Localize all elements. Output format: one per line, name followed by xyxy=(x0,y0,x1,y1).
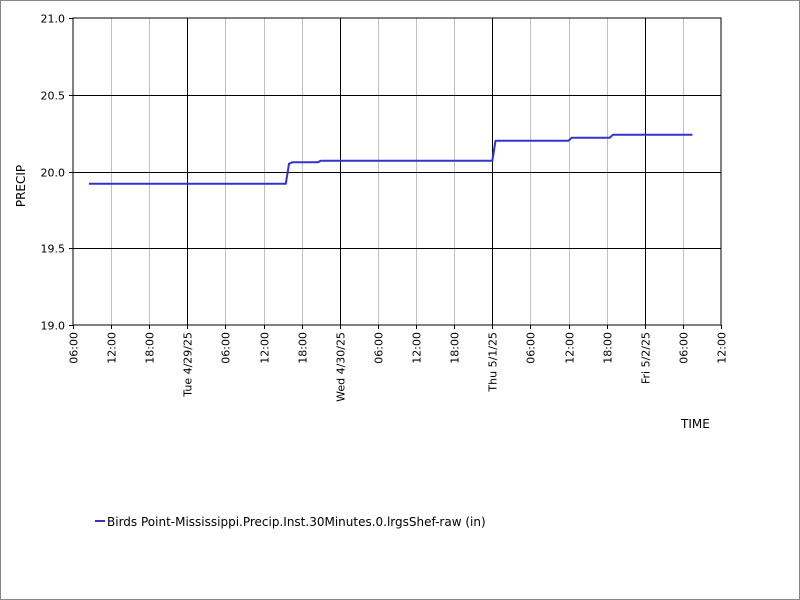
x-tick-label: 12:00 xyxy=(716,332,729,364)
x-tick-label: 12:00 xyxy=(106,332,119,364)
legend-label: Birds Point-Mississippi.Precip.Inst.30Mi… xyxy=(107,515,486,529)
series-layer xyxy=(88,133,693,185)
x-tick-label: 18:00 xyxy=(602,332,615,364)
y-axis-ticks: 19.0 19.5 20.0 20.5 21.0 xyxy=(41,13,73,333)
x-tick-label: 18:00 xyxy=(144,332,157,364)
series-line xyxy=(88,133,693,185)
x-tick-label: Thu 5/1/25 xyxy=(487,332,500,393)
y-tick-label: 20.5 xyxy=(41,90,66,103)
y-tick-label: 20.0 xyxy=(41,167,66,180)
x-tick-label: 06:00 xyxy=(525,332,538,364)
y-tick-label: 21.0 xyxy=(41,13,66,26)
x-tick-label: 06:00 xyxy=(68,332,81,364)
x-tick-label: 18:00 xyxy=(297,332,310,364)
x-tick-label: Wed 4/30/25 xyxy=(335,332,348,402)
x-axis-label: TIME xyxy=(680,417,710,431)
plot-area-border xyxy=(72,17,722,326)
x-tick-label: 06:00 xyxy=(220,332,233,364)
x-tick-label: Fri 5/2/25 xyxy=(640,332,653,384)
legend: Birds Point-Mississippi.Precip.Inst.30Mi… xyxy=(95,515,486,529)
x-tick-label: 18:00 xyxy=(449,332,462,364)
x-axis-ticks: 06:00 12:00 18:00 Tue 4/29/25 06:00 12:00 18:0… xyxy=(68,325,729,402)
x-tick-label: 12:00 xyxy=(564,332,577,364)
y-tick-label: 19.5 xyxy=(41,243,66,256)
y-tick-label: 19.0 xyxy=(41,320,66,333)
x-tick-label: Tue 4/29/25 xyxy=(182,332,195,398)
x-tick-label: 06:00 xyxy=(678,332,691,364)
x-tick-label: 12:00 xyxy=(259,332,272,364)
y-axis-label: PRECIP xyxy=(14,165,28,207)
grid-lines xyxy=(73,18,721,325)
x-tick-label: 12:00 xyxy=(411,332,424,364)
x-tick-label: 06:00 xyxy=(373,332,386,364)
